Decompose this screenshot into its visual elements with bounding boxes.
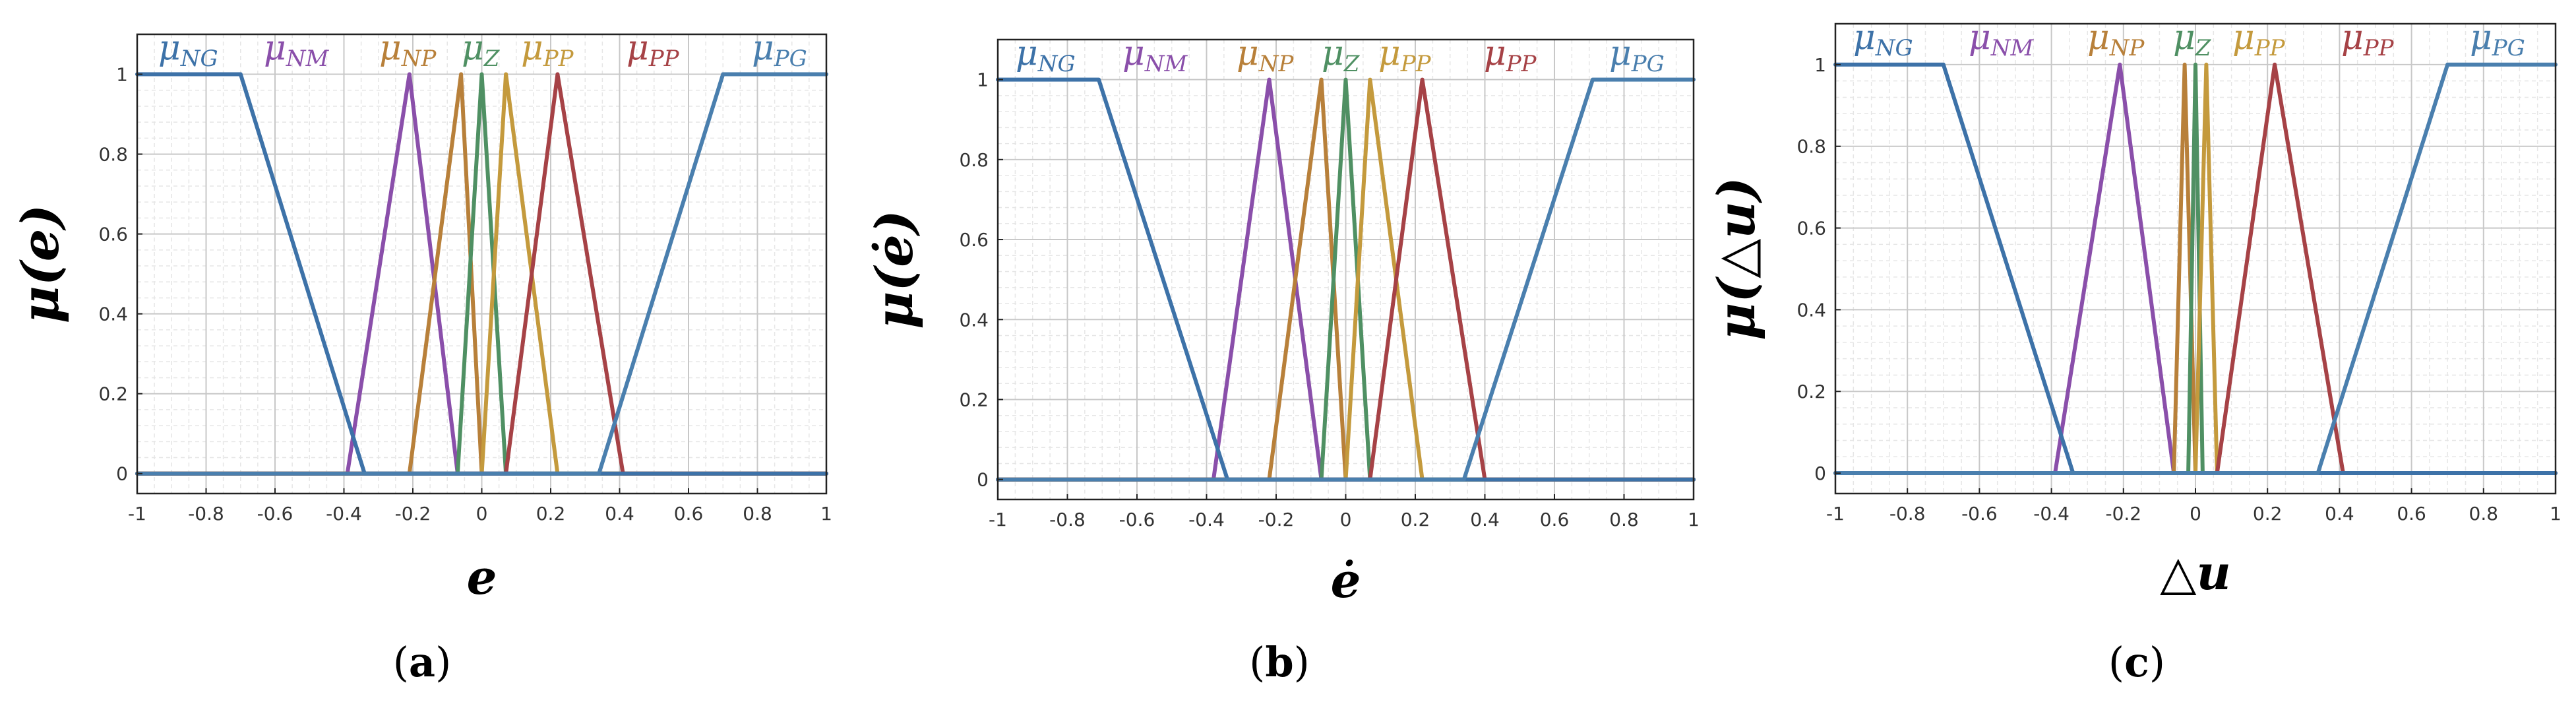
x-tick-label: 0.2 — [2253, 503, 2283, 525]
y-tick-label: 1 — [977, 69, 989, 91]
y-tick-label: 0.8 — [959, 149, 989, 171]
x-tick-label: -0.8 — [188, 503, 224, 525]
x-tick-label: -0.6 — [1961, 503, 1998, 525]
y-tick-label: 0 — [977, 469, 989, 491]
x-tick-label: 0.6 — [2397, 503, 2426, 525]
y-tick-label: 0.4 — [959, 309, 989, 331]
x-tick-label: -1 — [1826, 503, 1845, 525]
x-tick-label: -0.2 — [2105, 503, 2141, 525]
x-tick-label: -0.6 — [257, 503, 293, 525]
x-tick-label: 1 — [820, 503, 832, 525]
y-tick-label: 0.2 — [959, 389, 989, 410]
y-tick-label: 1 — [116, 64, 128, 86]
legend-label-ng: μNG — [1016, 34, 1076, 77]
x-tick-label: 0.8 — [743, 503, 772, 525]
legend-label-z: μZ — [1322, 34, 1361, 77]
legend-label-z: μZ — [2173, 18, 2212, 61]
x-tick-label: -0.4 — [2033, 503, 2070, 525]
legend-label-pp: μPP — [2232, 18, 2286, 61]
legend-label-pp: μPP — [627, 28, 680, 72]
x-tick-label: -1 — [128, 503, 146, 525]
x-tick-label: 0 — [2190, 503, 2201, 525]
legend-label-ng: μNG — [158, 28, 218, 72]
chart-panel-b: -1 -0.8 -0.6 -0.4 -0.2 0 0.2 0.4 0.6 0.8 1 0 0.2 0.4 0… — [865, 34, 1700, 686]
y-axis-label: μ(△u) — [1707, 177, 1767, 340]
panel-caption: (b) — [1249, 638, 1310, 686]
x-axis-label: e — [467, 549, 497, 605]
legend-label-pg: μPG — [2470, 18, 2525, 61]
series-line-pg — [996, 77, 1696, 482]
y-tick-label: 0.2 — [98, 383, 128, 405]
legend-label-z: μZ — [462, 28, 501, 72]
panel-caption: (c) — [2108, 638, 2165, 686]
chart-panel-c: -1 -0.8 -0.6 -0.4 -0.2 0 0.2 0.4 0.6 0.8 1 0 0.2 0.4 0… — [1707, 18, 2561, 686]
legend-label-np: μNP — [2087, 18, 2145, 61]
x-tick-label: -0.2 — [395, 503, 431, 525]
series-line-pg — [1833, 62, 2558, 475]
x-tick-label: 0.2 — [1401, 509, 1430, 530]
series-line-pg — [135, 72, 828, 476]
legend-label-np: μNP — [1237, 34, 1295, 77]
panel-caption: (a) — [393, 638, 452, 686]
x-tick-label: 0 — [1340, 509, 1352, 530]
y-tick-label: 0.8 — [98, 144, 128, 166]
y-tick-label: 0.2 — [1796, 381, 1826, 402]
y-tick-label: 0 — [1814, 463, 1826, 484]
x-tick-label: -0.6 — [1119, 509, 1155, 530]
legend-label-nm: μNM — [1122, 34, 1188, 77]
legend-label-pg: μPG — [752, 28, 807, 72]
chart-panel-a: -1 -0.8 -0.6 -0.4 -0.2 0 0.2 0.4 0.6 0.8 1 0 0.2 0.4 0… — [11, 28, 832, 686]
x-tick-label: -0.4 — [326, 503, 362, 525]
legend-label-nm: μNM — [264, 28, 330, 72]
x-tick-label: 1 — [1688, 509, 1700, 530]
y-tick-label: 0.4 — [98, 304, 128, 325]
legend-label-nm: μNM — [1969, 18, 2035, 61]
x-axis-label: ė — [1331, 552, 1361, 608]
legend-label-ng: μNG — [1853, 18, 1913, 61]
x-tick-label: 0.4 — [1470, 509, 1500, 530]
x-tick-label: 0.4 — [2325, 503, 2354, 525]
x-tick-label: 0 — [476, 503, 488, 525]
x-tick-label: 1 — [2550, 503, 2561, 525]
y-tick-label: 1 — [1814, 54, 1826, 76]
x-tick-label: 0.8 — [1609, 509, 1639, 530]
legend-label-pp: μPP — [1484, 34, 1537, 77]
y-axis-label: μ(e) — [11, 205, 71, 324]
legend-label-np: μNP — [379, 28, 437, 72]
x-tick-label: 0.6 — [674, 503, 704, 525]
y-tick-label: 0 — [116, 463, 128, 485]
x-tick-label: 0.6 — [1540, 509, 1570, 530]
y-axis-label: μ(ė) — [865, 210, 925, 329]
y-tick-label: 0.4 — [1796, 299, 1826, 321]
x-tick-label: 0.2 — [536, 503, 566, 525]
y-tick-label: 0.6 — [1796, 218, 1826, 240]
x-tick-label: -0.2 — [1258, 509, 1295, 530]
legend-label-pp: μPP — [2341, 18, 2395, 61]
legend-label-pp: μPP — [1378, 34, 1432, 77]
x-tick-label: -0.8 — [1049, 509, 1086, 530]
x-tick-label: 0.8 — [2469, 503, 2499, 525]
x-axis-label: △u — [2160, 544, 2231, 600]
legend-label-pg: μPG — [1609, 34, 1665, 77]
y-tick-label: 0.8 — [1796, 136, 1826, 158]
x-tick-label: 0.4 — [605, 503, 634, 525]
x-tick-label: -0.8 — [1889, 503, 1926, 525]
legend-label-pp: μPP — [521, 28, 574, 72]
x-tick-label: -1 — [989, 509, 1007, 530]
y-tick-label: 0.6 — [98, 224, 128, 245]
y-tick-label: 0.6 — [959, 229, 989, 251]
x-tick-label: -0.4 — [1188, 509, 1225, 530]
